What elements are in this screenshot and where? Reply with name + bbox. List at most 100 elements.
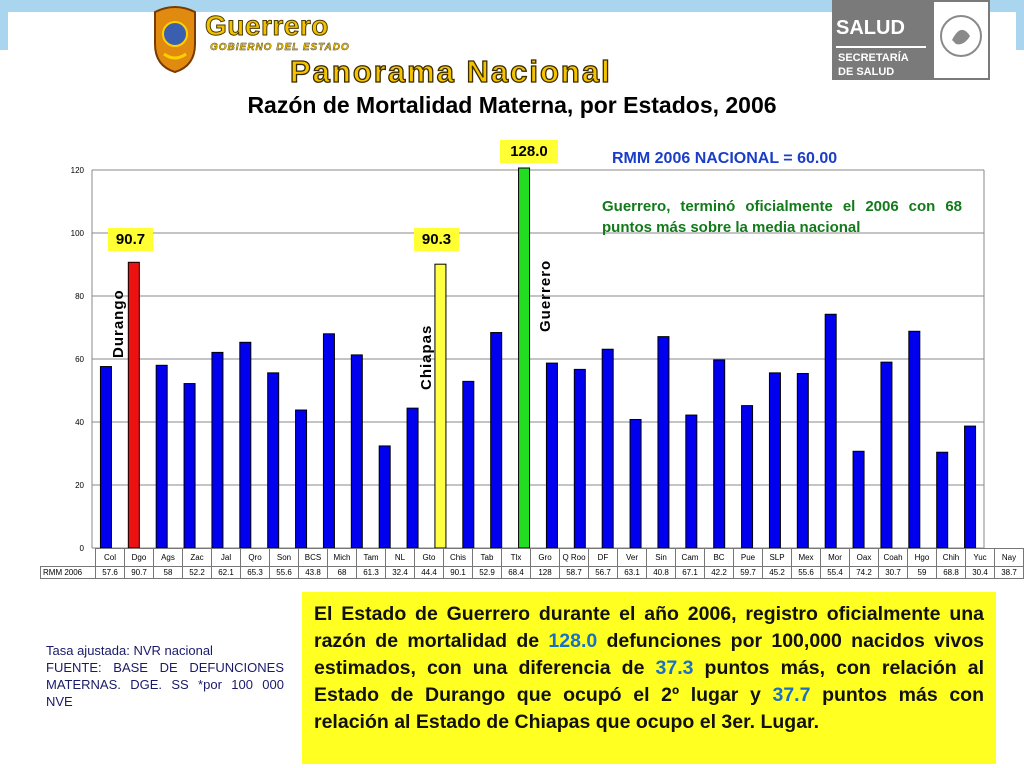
footnote-line1: Tasa ajustada: NVR nacional bbox=[46, 643, 213, 658]
guerrero-note: Guerrero, terminó oficialmente el 2006 c… bbox=[602, 198, 962, 236]
chart-data-table: Col Dgo Ags Zac Jal Qro Son BCS Mich Tam NL Gto Chis… bbox=[40, 548, 1024, 579]
chart-bars bbox=[99, 167, 977, 549]
bar-bcs bbox=[295, 409, 308, 549]
x-tick-label: Pue bbox=[733, 548, 763, 567]
chiapas-value-callout: 90.3 bbox=[414, 228, 459, 251]
x-tick-label: NL bbox=[385, 548, 415, 567]
x-tick-label: Chih bbox=[936, 548, 966, 567]
bar-chis bbox=[434, 263, 447, 549]
mexico-emblem-icon bbox=[934, 2, 988, 78]
guerrero-seal-icon bbox=[154, 6, 196, 74]
x-tick-label: Sin bbox=[646, 548, 676, 567]
bar-jal bbox=[211, 351, 224, 549]
x-tick-label: Son bbox=[269, 548, 299, 567]
salud-logo-title: SALUD bbox=[836, 17, 905, 39]
bar-bc bbox=[685, 414, 698, 549]
data-label: 52.9 bbox=[472, 566, 502, 579]
x-tick-label: SLP bbox=[762, 548, 792, 567]
x-tick-label: Col bbox=[95, 548, 125, 567]
summary-part4: puntos más con relación al Estado de Chi… bbox=[314, 684, 984, 733]
salud-logo-line2: DE SALUD bbox=[838, 66, 895, 78]
guerrero-brand-subtitle: GOBIERNO DEL ESTADO bbox=[210, 42, 350, 53]
bar-sin bbox=[629, 418, 642, 549]
guerrero-brand-logo: Guerrero bbox=[205, 10, 329, 42]
bar-hgo bbox=[880, 361, 893, 549]
y-tick-label: 80 bbox=[75, 292, 84, 301]
x-tick-label: Cam bbox=[675, 548, 705, 567]
x-tick-label: Ver bbox=[617, 548, 647, 567]
x-tick-label: Coah bbox=[878, 548, 908, 567]
bar-gto bbox=[406, 407, 419, 549]
y-tick-label: 60 bbox=[75, 355, 84, 364]
data-label: 45.2 bbox=[762, 566, 792, 579]
y-tick-label: 20 bbox=[75, 481, 84, 490]
data-label: 56.7 bbox=[588, 566, 618, 579]
chiapas-rotated-label: Chiapas bbox=[418, 325, 435, 390]
x-tick-label: Hgo bbox=[907, 548, 937, 567]
x-tick-label: Ags bbox=[153, 548, 183, 567]
y-tick-label: 0 bbox=[80, 544, 85, 553]
guerrero-value-callout: 128.0 bbox=[500, 140, 558, 163]
data-label: 68.8 bbox=[936, 566, 966, 579]
guerrero-rotated-label: Guerrero bbox=[537, 260, 554, 332]
bar-zac bbox=[183, 383, 196, 549]
data-label: 57.6 bbox=[95, 566, 125, 579]
data-label: 68.4 bbox=[501, 566, 531, 579]
y-tick-label: 40 bbox=[75, 418, 84, 427]
durango-rotated-label: Durango bbox=[110, 289, 127, 358]
x-tick-label: Chis bbox=[443, 548, 473, 567]
summary-part1: El Estado de Guerrero durante el año 200… bbox=[314, 603, 984, 652]
bar-oax bbox=[824, 313, 837, 549]
bar-tlx bbox=[490, 332, 503, 549]
x-tick-label: Tab bbox=[472, 548, 502, 567]
slide-headline: Panorama Nacional bbox=[289, 53, 612, 89]
data-label: 58 bbox=[153, 566, 183, 579]
data-label: 90.1 bbox=[443, 566, 473, 579]
data-label: 55.4 bbox=[820, 566, 850, 579]
data-label: 40.8 bbox=[646, 566, 676, 579]
bar-gro bbox=[518, 167, 531, 549]
durango-value-callout: 90.7 bbox=[108, 228, 153, 251]
bar-pue bbox=[713, 359, 726, 549]
data-label: 30.4 bbox=[965, 566, 995, 579]
x-tick-label: Tlx bbox=[501, 548, 531, 567]
x-tick-label: Gto bbox=[414, 548, 444, 567]
x-tick-label: Gro bbox=[530, 548, 560, 567]
data-label: 38.7 bbox=[994, 566, 1024, 579]
summary-part3: puntos más, con relación al Estado de Du… bbox=[314, 657, 985, 706]
bar-cam bbox=[657, 336, 670, 549]
x-tick-label: Qro bbox=[240, 548, 270, 567]
data-label: 32.4 bbox=[385, 566, 415, 579]
bar-nay bbox=[964, 425, 977, 549]
bar-mor bbox=[796, 372, 809, 549]
chart-value-row: RMM 2006 57.6 90.7 58 52.2 62.1 65.3 55.6 43.8 68… bbox=[40, 566, 1024, 579]
x-tick-label: Mor bbox=[820, 548, 850, 567]
bar-df bbox=[573, 368, 586, 549]
x-tick-label: DF bbox=[588, 548, 618, 567]
summary-part2: defunciones por 100,000 nacidos vivos es… bbox=[314, 630, 985, 679]
data-label: 74.2 bbox=[849, 566, 879, 579]
data-label: 30.7 bbox=[878, 566, 908, 579]
data-label: 63.1 bbox=[617, 566, 647, 579]
bar-yuc bbox=[936, 451, 949, 549]
salud-logo-divider bbox=[836, 46, 926, 48]
data-label: 128 bbox=[530, 566, 560, 579]
bar-mich bbox=[322, 333, 335, 549]
data-label: 67.1 bbox=[675, 566, 705, 579]
data-label: 58.7 bbox=[559, 566, 589, 579]
salud-logo-line1: SECRETARÍA bbox=[838, 52, 909, 64]
bar-tam bbox=[350, 354, 363, 549]
national-rate-label: RMM 2006 NACIONAL = 60.00 bbox=[612, 150, 838, 167]
data-label: 55.6 bbox=[269, 566, 299, 579]
x-tick-label: Q Roo bbox=[559, 548, 589, 567]
x-tick-label: Yuc bbox=[965, 548, 995, 567]
y-tick-label: 100 bbox=[71, 229, 85, 238]
data-label: 62.1 bbox=[211, 566, 241, 579]
data-label: 59.7 bbox=[733, 566, 763, 579]
x-tick-label: Oax bbox=[849, 548, 879, 567]
bar-chih bbox=[908, 330, 921, 549]
x-tick-label: Mex bbox=[791, 548, 821, 567]
footnote-line2: FUENTE: BASE DE DEFUNCIONES MATERNAS. DG… bbox=[46, 660, 284, 709]
data-label: 52.2 bbox=[182, 566, 212, 579]
chart-text: Durango Chiapas Guerrero bbox=[110, 260, 554, 390]
